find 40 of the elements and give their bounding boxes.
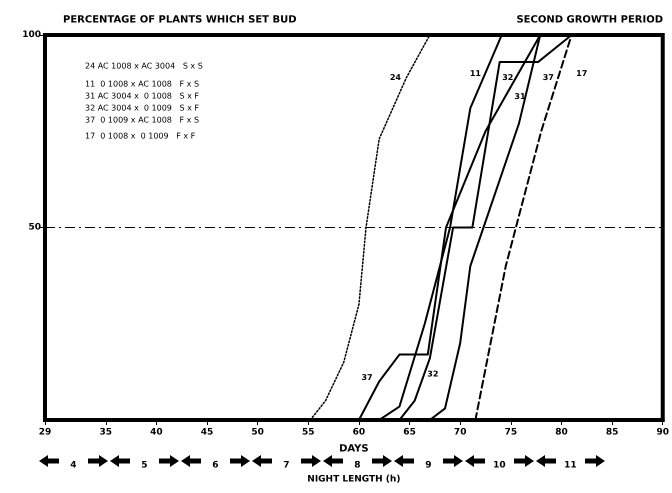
annotation: 32 <box>427 369 438 378</box>
x-tick-label: 40 <box>150 428 163 438</box>
annotation: 37 <box>542 72 554 82</box>
x2-tick-label: 11 <box>564 460 577 470</box>
x-tick-label: 80 <box>555 428 568 438</box>
annotation: 37 <box>361 373 373 382</box>
x-axis-title: DAYS <box>339 444 369 454</box>
x2-tick-label: 10 <box>493 460 506 470</box>
x2-tick-label: 8 <box>354 460 361 470</box>
chart-subtitle: SECOND GROWTH PERIOD <box>516 14 664 26</box>
annotation: 37 0 1009 x AC 1008 F x S <box>85 116 200 124</box>
x-tick-label: 35 <box>99 428 112 438</box>
annotation: 11 <box>470 69 482 78</box>
x2-tick-label: 5 <box>141 460 148 470</box>
x-tick-label: 45 <box>200 428 214 438</box>
chart-title: PERCENTAGE OF PLANTS WHICH SET BUD <box>63 14 297 26</box>
annotation: 31 AC 3004 x 0 1008 S x F <box>85 92 200 100</box>
x2-tick-label: 7 <box>283 460 290 470</box>
annotation: 32 AC 3004 x 0 1009 S x F <box>85 104 200 112</box>
annotation: 31 <box>514 92 526 102</box>
x2-axis-title: NIGHT LENGTH (h) <box>307 474 400 484</box>
x-tick-label: 29 <box>38 428 52 438</box>
x2-tick-label: 4 <box>70 460 77 470</box>
x-tick-label: 60 <box>352 428 366 438</box>
x2-tick-label: 9 <box>425 460 432 470</box>
x-tick-label: 85 <box>606 428 618 438</box>
annotation: 32 <box>502 72 514 82</box>
x-tick-label: 90 <box>656 428 670 438</box>
annotation: 24 AC 1008 x AC 3004 S x S <box>85 62 203 70</box>
x2-tick-label: 6 <box>212 460 219 470</box>
x-tick-label: 50 <box>251 428 264 438</box>
x-tick-label: 55 <box>302 428 315 438</box>
annotation: 17 <box>576 69 588 78</box>
x-tick-label: 65 <box>403 428 416 438</box>
x-tick-label: 70 <box>454 428 466 438</box>
annotation: 17 0 1008 x 0 1009 F x F <box>85 132 196 140</box>
annotation: 11 0 1008 x AC 1008 F x S <box>85 80 200 88</box>
y-tick-label: 100 <box>22 30 41 40</box>
annotation: 24 <box>390 72 402 82</box>
x-tick-label: 75 <box>504 428 518 438</box>
